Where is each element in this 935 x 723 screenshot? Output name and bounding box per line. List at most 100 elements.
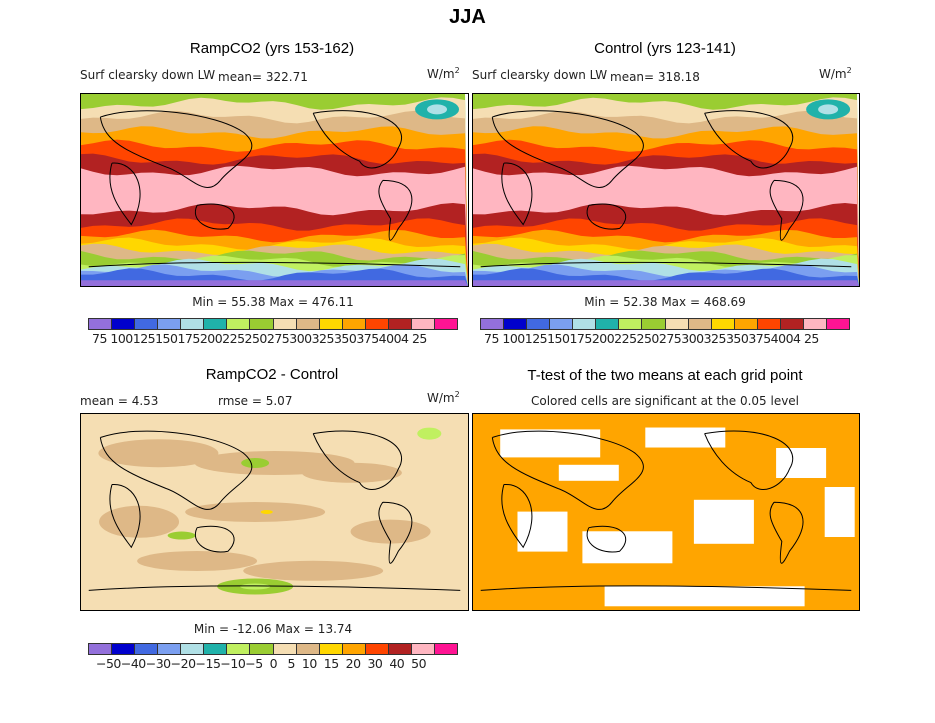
- colorbar-swatch: [573, 319, 597, 329]
- colorbar-swatch: [757, 319, 781, 329]
- map-field: [81, 414, 468, 610]
- colorbar-swatch: [273, 644, 297, 654]
- positive-anomaly: [260, 510, 273, 514]
- colorbar-swatch: [89, 644, 113, 654]
- positive-anomaly: [137, 551, 258, 571]
- non-significant-cells: [693, 499, 754, 544]
- coastline: [480, 585, 852, 591]
- colorbar-swatch: [527, 319, 551, 329]
- colorbar-swatch: [596, 319, 620, 329]
- colorbar-swatch: [688, 319, 712, 329]
- coastline: [378, 179, 413, 241]
- colorbar-swatch: [158, 644, 182, 654]
- colorbar-swatch: [342, 644, 366, 654]
- colorbar-swatch: [411, 319, 435, 329]
- coastline: [88, 585, 461, 591]
- colorbar-swatch: [250, 319, 274, 329]
- panel1-colorbar-labels: 75 1001251501752002252502753003253503754…: [92, 331, 427, 346]
- colorbar-swatch: [112, 319, 136, 329]
- colorbar-swatch: [135, 644, 159, 654]
- panel2-mean: mean= 318.18: [610, 70, 700, 84]
- colorbar-swatch: [319, 644, 343, 654]
- colorbar-swatch: [227, 319, 251, 329]
- colorbar-swatch: [89, 319, 113, 329]
- units-text: W/m: [427, 67, 455, 81]
- coastline: [194, 525, 235, 553]
- panel2-units: W/m2: [819, 66, 852, 81]
- colorbar-swatch: [504, 319, 528, 329]
- non-significant-cells: [558, 464, 619, 481]
- coastline: [378, 501, 413, 564]
- map-field: [473, 94, 859, 286]
- map-field: [81, 94, 468, 286]
- units-sup: 2: [454, 390, 460, 399]
- panel3-colorbar-labels: −50−40−30−20−15−10−5 0 5 10 15 20 30 40 …: [96, 656, 427, 671]
- coastline: [109, 162, 141, 226]
- coastline: [88, 261, 461, 268]
- non-significant-cells: [500, 429, 601, 458]
- colorbar-swatch: [181, 644, 205, 654]
- colorbar-swatch: [388, 319, 412, 329]
- colorbar-swatch: [112, 644, 136, 654]
- positive-anomaly: [243, 560, 384, 581]
- coastline: [312, 430, 402, 490]
- panel1-title: RampCO2 (yrs 153-162): [189, 40, 355, 57]
- panel3-title: RampCO2 - Control: [205, 366, 339, 383]
- panel4-map: [472, 413, 860, 611]
- panel3-minmax: Min = -12.06 Max = 13.74: [193, 622, 353, 636]
- colorbar-swatch: [181, 319, 205, 329]
- coastline: [769, 501, 804, 564]
- panel2-variable: Surf clearsky down LW: [472, 68, 608, 82]
- figure-title: JJA: [449, 6, 486, 28]
- greenland-contour: [818, 104, 839, 115]
- colorbar-swatch: [550, 319, 574, 329]
- panel1-colorbar: [88, 318, 458, 330]
- panel2-colorbar-labels: 75 1001251501752002252502753003253503754…: [484, 331, 819, 346]
- colorbar-swatch: [481, 319, 505, 329]
- colorbar-swatch: [734, 319, 758, 329]
- coastline: [704, 110, 794, 169]
- positive-anomaly: [417, 427, 442, 440]
- non-significant-cells: [582, 531, 673, 564]
- greenland-contour: [427, 104, 448, 115]
- colorbar-swatch: [388, 644, 412, 654]
- coastline: [501, 484, 533, 549]
- colorbar-swatch: [434, 644, 457, 654]
- units-sup: 2: [846, 66, 852, 75]
- colorbar-swatch: [204, 319, 228, 329]
- non-significant-cells: [824, 487, 855, 537]
- coastline: [586, 525, 627, 553]
- colorbar-swatch: [296, 644, 320, 654]
- colorbar-swatch: [227, 644, 251, 654]
- panel1-mean: mean= 322.71: [218, 70, 308, 84]
- colorbar-swatch: [780, 319, 804, 329]
- coastline: [491, 430, 644, 510]
- colorbar-swatch: [665, 319, 689, 329]
- panel4-subtitle: Colored cells are significant at the 0.0…: [530, 394, 800, 408]
- panel2-map: [472, 93, 860, 287]
- map-field: [473, 414, 859, 610]
- colorbar-swatch: [365, 644, 389, 654]
- colorbar-swatch: [273, 319, 297, 329]
- panel2-title: Control (yrs 123-141): [594, 40, 736, 57]
- positive-anomaly: [350, 519, 431, 544]
- colorbar-swatch: [365, 319, 389, 329]
- panel4-title: T-test of the two means at each grid poi…: [527, 367, 803, 384]
- panel3-rmse: rmse = 5.07: [218, 394, 293, 408]
- non-significant-cells: [604, 586, 805, 607]
- positive-anomaly: [167, 531, 196, 540]
- positive-anomaly: [240, 583, 271, 590]
- colorbar-swatch: [642, 319, 666, 329]
- coastline: [480, 261, 852, 268]
- colorbar-swatch: [434, 319, 457, 329]
- non-significant-cells: [517, 511, 568, 552]
- colorbar-swatch: [135, 319, 159, 329]
- positive-anomaly: [241, 458, 270, 468]
- positive-anomaly: [185, 502, 326, 522]
- coastline: [501, 162, 533, 226]
- coastline: [109, 484, 141, 549]
- coastline: [586, 203, 627, 230]
- panel3-mean: mean = 4.53: [80, 394, 159, 408]
- positive-anomaly: [301, 462, 402, 483]
- colorbar-swatch: [319, 319, 343, 329]
